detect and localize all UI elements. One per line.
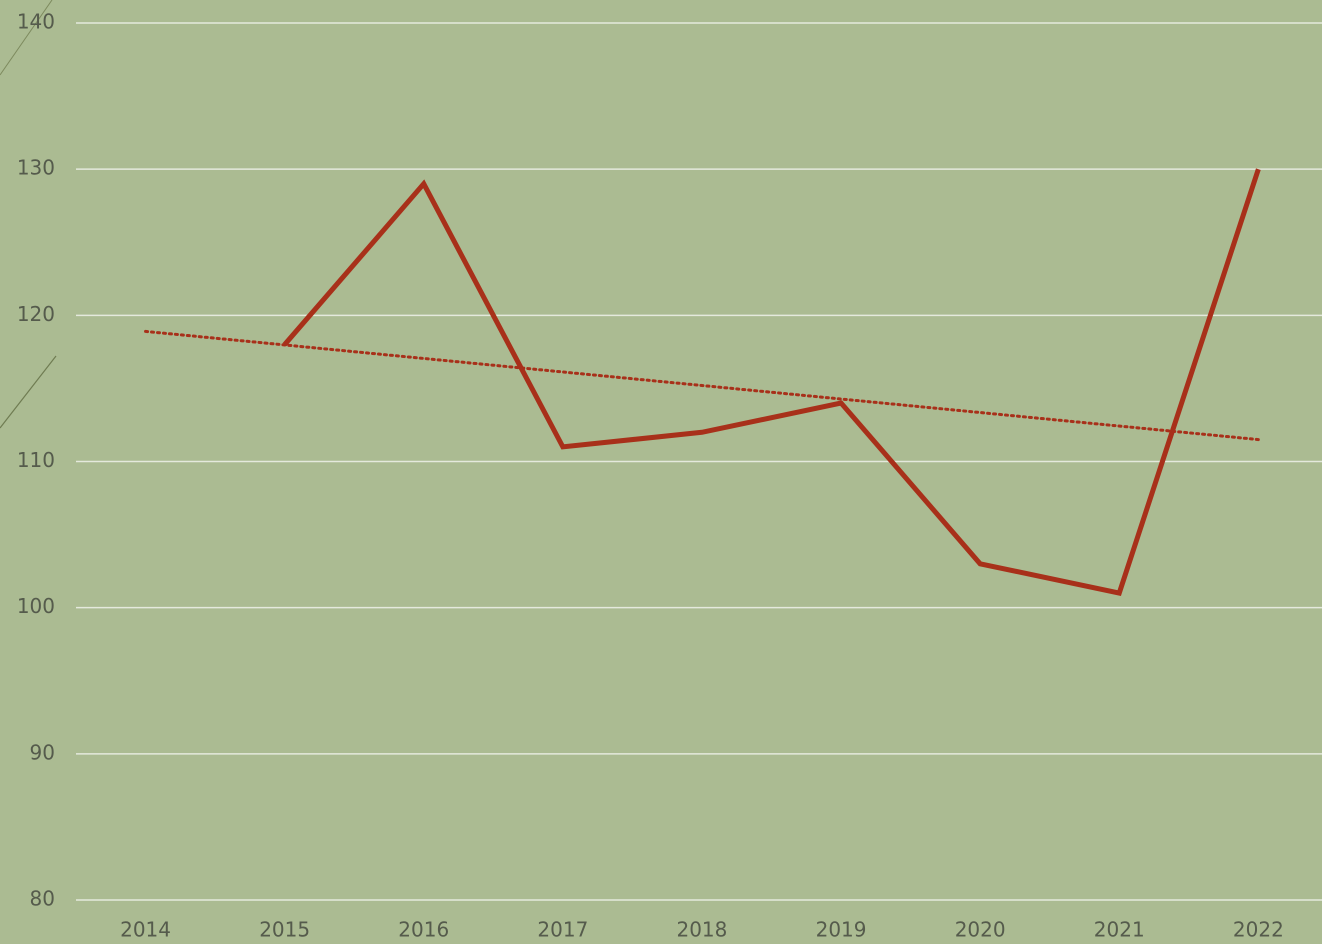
y-tick-label: 120 <box>17 302 55 326</box>
trendline <box>144 329 1260 442</box>
x-tick-label: 2015 <box>259 918 310 942</box>
x-tick-label: 2014 <box>120 918 171 942</box>
decoration <box>0 0 53 76</box>
x-tick-label: 2021 <box>1094 918 1145 942</box>
x-tick-label: 2017 <box>537 918 588 942</box>
y-tick-label: 80 <box>30 887 55 911</box>
x-tick-label: 2019 <box>816 918 867 942</box>
decoration <box>0 355 57 429</box>
y-tick-label: 130 <box>17 156 55 180</box>
y-tick-label: 90 <box>30 740 55 764</box>
x-tick-label: 2016 <box>398 918 449 942</box>
x-tick-label: 2020 <box>955 918 1006 942</box>
y-tick-label: 100 <box>17 594 55 618</box>
line-series <box>282 168 1261 596</box>
y-tick-label: 110 <box>17 448 55 472</box>
y-tick-label: 140 <box>17 10 55 34</box>
x-tick-label: 2018 <box>676 918 727 942</box>
x-tick-label: 2022 <box>1233 918 1284 942</box>
